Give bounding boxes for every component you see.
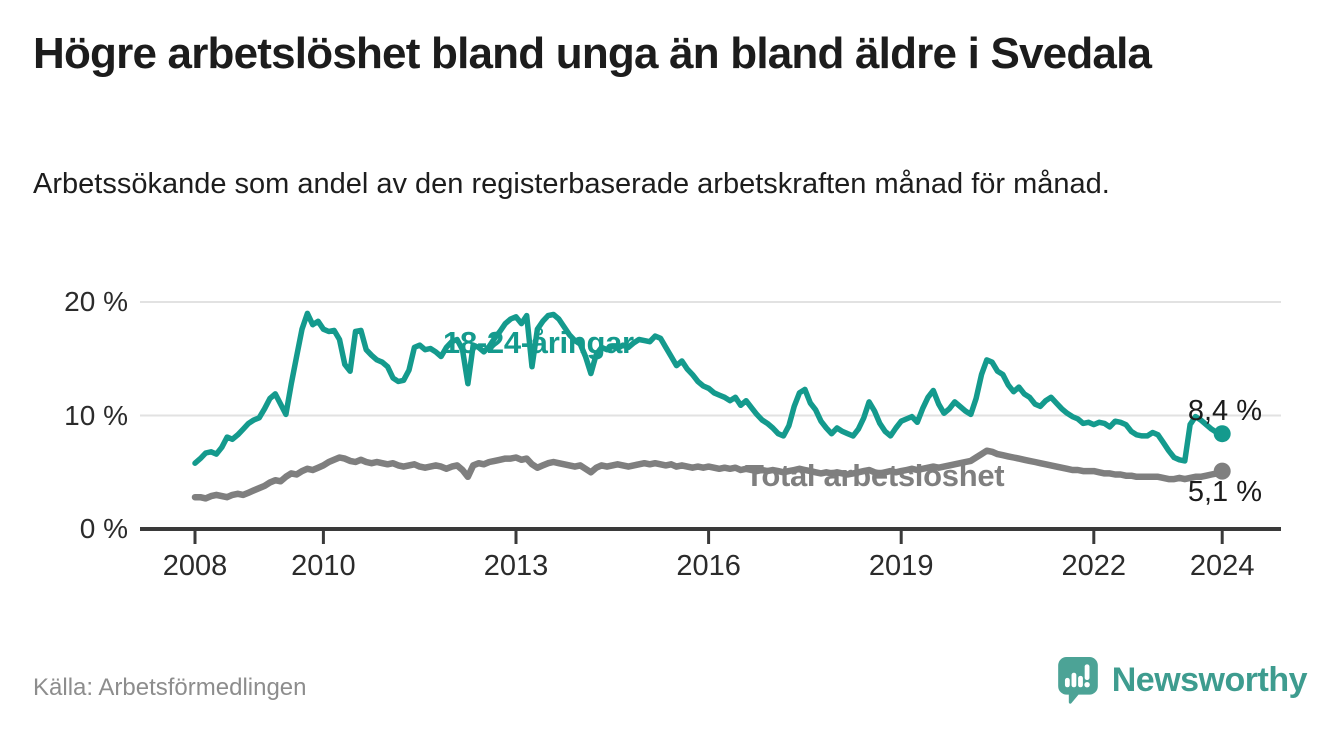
x-tick-label: 2022 <box>1061 550 1127 582</box>
data-lines <box>191 310 1226 502</box>
series-label-young: 18-24-åringar <box>443 325 634 360</box>
x-tick-label: 2024 <box>1189 550 1255 582</box>
logo-bars <box>1064 664 1090 688</box>
chart-subtitle: Arbetssökande som andel av den registerb… <box>33 168 1110 200</box>
line-18-24-åringar <box>192 310 1225 466</box>
x-tick-label: 2008 <box>162 550 228 582</box>
line-Total arbetslöshet <box>191 447 1226 502</box>
x-tick-label: 2013 <box>483 550 549 582</box>
y-tick-label: 20 % <box>64 286 128 317</box>
x-tick-label: 2016 <box>676 550 741 582</box>
latest-dot-Total arbetslöshet <box>1213 462 1231 480</box>
newsworthy-wordmark: Newsworthy <box>1111 661 1308 699</box>
latest-value-label-total: 5,1 % <box>1187 476 1262 508</box>
x-tick-label: 2019 <box>868 550 934 582</box>
chart-title: Högre arbetslöshet bland unga än bland ä… <box>33 29 1152 78</box>
series-label-total: Total arbetslöshet <box>745 458 1005 493</box>
gridlines <box>140 301 1281 417</box>
latest-dot-18-24-åringar <box>1213 425 1231 443</box>
latest-value-label-young: 8,4 % <box>1187 395 1262 427</box>
latest-value-dots <box>1213 425 1231 480</box>
y-tick-label: 10 % <box>64 399 128 431</box>
y-tick-label: 0 % <box>79 513 128 544</box>
x-axis <box>140 527 1281 544</box>
source-attribution: Källa: Arbetsförmedlingen <box>33 674 307 701</box>
newsworthy-logo: Newsworthy <box>1056 656 1308 704</box>
x-tick-label: 2010 <box>291 550 356 582</box>
newsworthy-logo-icon <box>1057 657 1098 704</box>
